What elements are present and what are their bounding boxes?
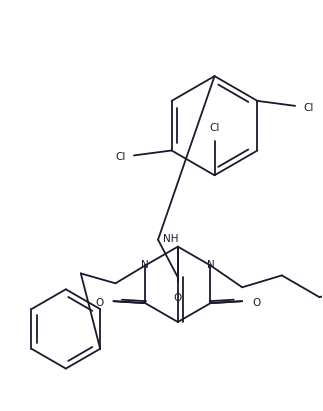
Text: N: N — [141, 261, 149, 270]
Text: O: O — [252, 298, 260, 308]
Text: O: O — [174, 293, 182, 303]
Text: NH: NH — [163, 234, 179, 244]
Text: Cl: Cl — [209, 122, 220, 133]
Text: Cl: Cl — [116, 152, 126, 162]
Text: Cl: Cl — [303, 103, 313, 113]
Text: O: O — [95, 298, 104, 308]
Text: N: N — [207, 261, 214, 270]
